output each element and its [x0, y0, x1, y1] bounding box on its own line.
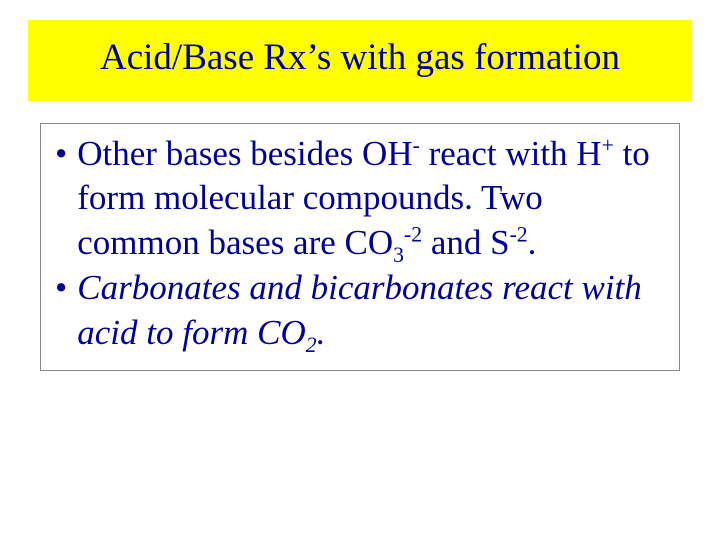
body-block: • Other bases besides OH- react with H+ …: [40, 123, 680, 371]
slide-title: Acid/Base Rx’s with gas formation: [38, 38, 682, 79]
bullet-marker: •: [55, 132, 77, 177]
bullet-text: Carbonates and bicarbonates react with a…: [77, 266, 665, 356]
title-block: Acid/Base Rx’s with gas formation: [28, 20, 692, 101]
bullet-item: • Carbonates and bicarbonates react with…: [55, 266, 665, 356]
bullet-text: Other bases besides OH- react with H+ to…: [77, 132, 665, 266]
bullet-item: • Other bases besides OH- react with H+ …: [55, 132, 665, 266]
bullet-marker: •: [55, 266, 77, 311]
